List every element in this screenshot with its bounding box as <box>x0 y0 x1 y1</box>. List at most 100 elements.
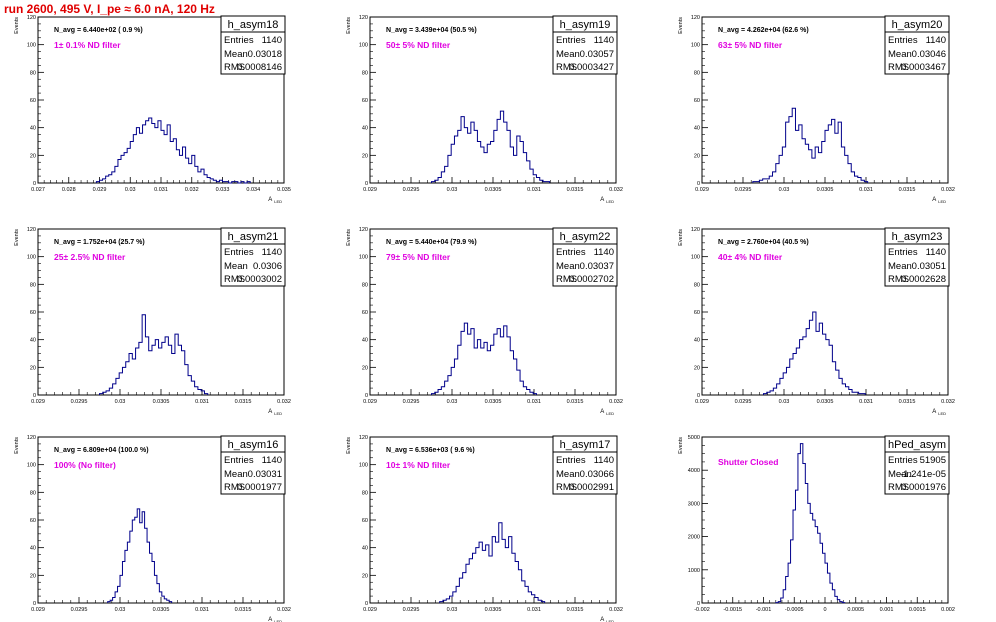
y-tick-label: 100 <box>691 43 700 49</box>
stats-value: 0.03051 <box>912 261 946 272</box>
y-tick-label: 80 <box>30 490 36 496</box>
stats-label: RMS <box>888 482 909 493</box>
x-tick-label: 0.027 <box>31 187 45 193</box>
x-tick-label: -0.0015 <box>723 607 742 613</box>
page-title: run 2600, 495 V, I_pe ≈ 6.0 nA, 120 Hz <box>4 2 215 16</box>
x-tick-label: 0.0305 <box>485 607 502 613</box>
filter-annotation: 100% (No filter) <box>54 460 116 470</box>
y-tick-label: 5000 <box>688 435 700 441</box>
y-tick-label: 20 <box>362 365 368 371</box>
y-axis-label: Events <box>14 229 20 246</box>
x-tick-label: 0.032 <box>277 399 291 405</box>
stats-value: 1140 <box>926 247 946 258</box>
stats-label: Entries <box>556 455 586 466</box>
stats-value: 0.0001977 <box>237 482 282 493</box>
x-tick-label: 0.0305 <box>153 399 170 405</box>
filter-annotation: 1± 0.1% ND filter <box>54 40 121 50</box>
x-tick-label: 0.03 <box>447 607 458 613</box>
y-tick-label: 20 <box>694 153 700 159</box>
x-axis-label: A LED <box>600 409 614 416</box>
x-tick-label: 0.032 <box>941 399 955 405</box>
y-tick-label: 0 <box>33 601 36 607</box>
stats-title: h_asym19 <box>560 19 611 31</box>
y-tick-label: 20 <box>30 573 36 579</box>
y-tick-label: 100 <box>27 463 36 469</box>
y-tick-label: 60 <box>362 98 368 104</box>
x-tick-label: 0.0295 <box>71 607 88 613</box>
x-tick-label: 0.0295 <box>735 187 752 193</box>
y-tick-label: 60 <box>30 518 36 524</box>
x-tick-label: 0.029 <box>363 399 377 405</box>
x-tick-label: 0.033 <box>216 187 230 193</box>
x-tick-label: 0.029 <box>695 187 709 193</box>
y-tick-label: 20 <box>362 153 368 159</box>
y-tick-label: 120 <box>691 15 700 21</box>
stats-value: 0.0003002 <box>237 274 282 285</box>
stats-box <box>884 227 950 287</box>
stats-label: Entries <box>888 35 918 46</box>
x-tick-label: 0.03 <box>115 607 126 613</box>
navg-annotation: N_avg = 2.760e+04 (40.5 %) <box>718 239 809 246</box>
stats-value: 0.03031 <box>248 469 282 480</box>
stats-label: Mean <box>556 469 580 480</box>
x-axis-label: A LED <box>932 197 946 204</box>
x-tick-label: 0.034 <box>246 187 260 193</box>
x-axis-label: A LED <box>268 617 282 622</box>
y-tick-label: 0 <box>365 601 368 607</box>
histogram-line <box>431 110 551 183</box>
panel-h_asym23: 0 20 40 60 80 100 120 0.029 0.0295 0.03 0.0305 0.03… <box>678 227 955 416</box>
stats-label: Mean <box>888 261 912 272</box>
y-tick-label: 100 <box>359 463 368 469</box>
x-tick-label: 0.0305 <box>485 399 502 405</box>
stats-value: 1140 <box>926 35 946 46</box>
stats-value: 0.03046 <box>912 49 946 60</box>
navg-annotation: N_avg = 6.536e+03 ( 9.6 %) <box>386 447 475 454</box>
x-tick-label: -0.002 <box>694 607 710 613</box>
navg-annotation: N_avg = 6.809e+04 (100.0 %) <box>54 447 149 454</box>
stats-label: RMS <box>556 62 577 73</box>
x-tick-label: 0.0305 <box>485 187 502 193</box>
stats-label: RMS <box>556 274 577 285</box>
panel-hPed_asym: 0 1000 2000 3000 4000 5000 -0.002 -0.0015 -0.001… <box>678 435 955 613</box>
y-tick-label: 2000 <box>688 535 700 541</box>
y-tick-label: 0 <box>697 181 700 187</box>
x-tick-label: 0.03 <box>125 187 136 193</box>
x-tick-label: 0.0315 <box>899 187 916 193</box>
stats-value: 0.0008146 <box>237 62 282 73</box>
stats-label: Entries <box>224 247 254 258</box>
stats-label: Entries <box>556 247 586 258</box>
y-tick-label: 40 <box>30 126 36 132</box>
stats-value: 0.0002702 <box>569 274 614 285</box>
y-axis-label: Events <box>678 17 684 34</box>
y-tick-label: 80 <box>362 490 368 496</box>
panel-h_asym20: 0 20 40 60 80 100 120 0.029 0.0295 0.03 0.0305 0.03… <box>678 15 955 204</box>
x-tick-label: 0.03 <box>447 399 458 405</box>
x-tick-label: 0.0305 <box>153 607 170 613</box>
filter-annotation: 25± 2.5% ND filter <box>54 252 126 262</box>
x-tick-label: 0.0295 <box>71 399 88 405</box>
stats-box <box>220 435 286 495</box>
x-tick-label: 0.0315 <box>567 187 584 193</box>
filter-annotation: 50± 5% ND filter <box>386 40 451 50</box>
x-tick-label: 0.0305 <box>817 399 834 405</box>
x-tick-label: 0.0005 <box>847 607 864 613</box>
y-axis-label: Events <box>678 437 684 454</box>
y-tick-label: 60 <box>362 310 368 316</box>
x-axis-label: A LED <box>268 197 282 204</box>
x-tick-label: 0.0295 <box>403 607 420 613</box>
histogram-line <box>775 443 846 604</box>
panel-h_asym21: 0 20 40 60 80 100 120 0.029 0.0295 0.03 0.0305 0.03… <box>14 227 291 416</box>
stats-label: Mean <box>224 261 248 272</box>
x-tick-label: 0.032 <box>185 187 199 193</box>
x-tick-label: 0.031 <box>859 399 873 405</box>
panel-h_asym18: 0 20 40 60 80 100 120 0.027 0.028 0.029 0.03 0.031 0… <box>14 15 291 204</box>
stats-value: -1.241e-05 <box>900 469 946 480</box>
histogram-line <box>752 107 869 183</box>
x-tick-label: 0.032 <box>609 607 623 613</box>
x-tick-label: 0.031 <box>195 399 209 405</box>
y-tick-label: 100 <box>27 43 36 49</box>
stats-label: Entries <box>556 35 586 46</box>
y-tick-label: 120 <box>27 435 36 441</box>
y-tick-label: 40 <box>30 338 36 344</box>
